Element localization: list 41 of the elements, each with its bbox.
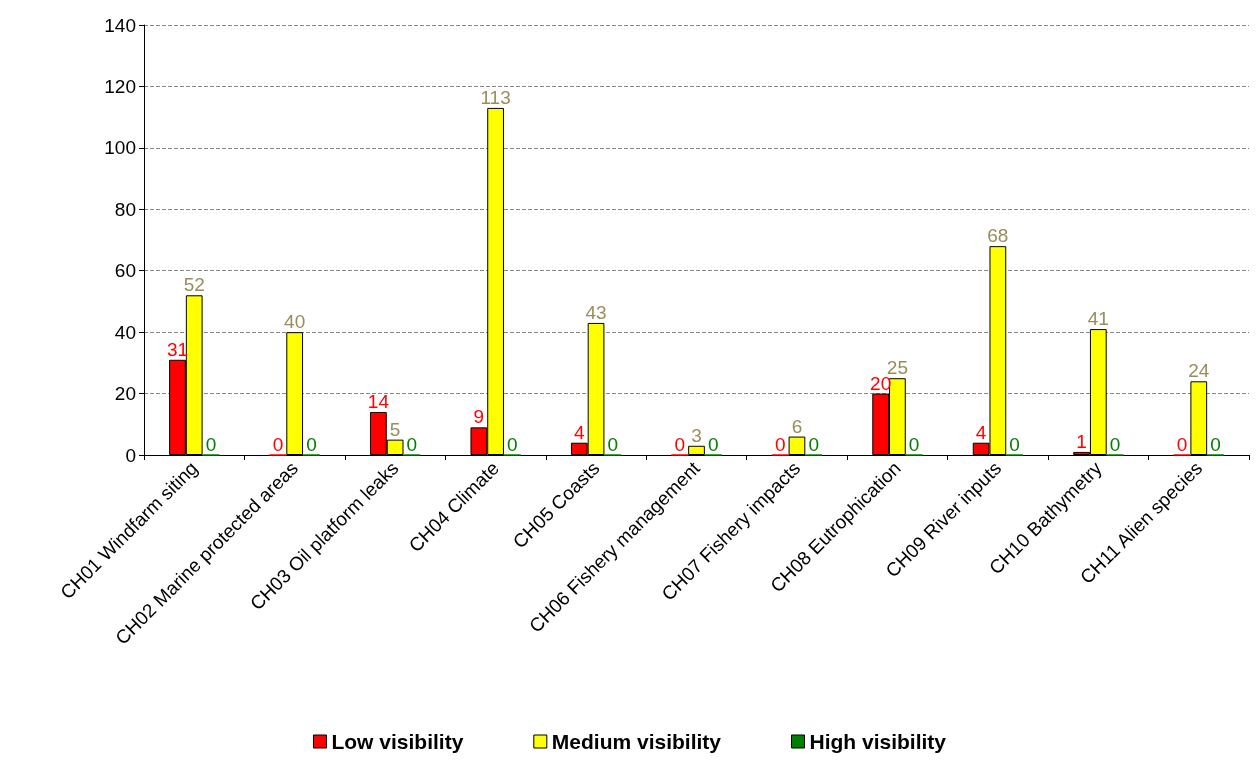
y-tick-label: 60 xyxy=(114,260,136,282)
data-label: 68 xyxy=(987,225,1009,247)
data-label: 0 xyxy=(507,433,518,455)
data-label: 0 xyxy=(707,433,719,455)
data-label: 5 xyxy=(389,418,401,440)
data-label: 0 xyxy=(808,433,819,455)
y-tick-label: 100 xyxy=(104,137,136,159)
data-label: 24 xyxy=(1188,360,1210,382)
y-tick-label: 140 xyxy=(104,14,136,36)
data-label: 6 xyxy=(791,415,803,437)
data-label: 0 xyxy=(908,433,920,455)
data-label: 0 xyxy=(205,433,217,455)
data-label: 0 xyxy=(1009,433,1020,455)
y-tick-label: 80 xyxy=(114,198,136,220)
data-label: 4 xyxy=(975,421,987,443)
data-label: 0 xyxy=(306,433,317,455)
y-tick-label: 40 xyxy=(114,321,136,343)
data-label: 0 xyxy=(607,433,619,455)
data-label: 0 xyxy=(272,433,284,455)
legend-label: Medium visibility xyxy=(551,730,722,753)
y-tick-label: 0 xyxy=(125,444,136,466)
legend-label: High visibility xyxy=(809,730,947,753)
y-tick-label: 120 xyxy=(104,75,136,97)
data-label: 14 xyxy=(367,391,390,412)
data-label: 9 xyxy=(473,406,485,428)
data-label: 41 xyxy=(1087,308,1109,330)
data-label: 0 xyxy=(1210,433,1221,455)
data-label: 0 xyxy=(774,433,786,455)
data-label: 113 xyxy=(480,86,511,108)
data-label: 40 xyxy=(284,311,306,333)
data-label: 0 xyxy=(674,433,686,455)
y-tick-label: 20 xyxy=(114,383,136,405)
legend-label: Low visibility xyxy=(331,730,464,753)
data-label: 1 xyxy=(1076,430,1087,452)
data-label: 0 xyxy=(406,433,418,455)
data-label: 3 xyxy=(691,424,702,446)
data-label: 43 xyxy=(585,301,607,323)
data-label: 0 xyxy=(1109,433,1121,455)
data-label: 0 xyxy=(1176,433,1188,455)
data-label: 4 xyxy=(574,421,586,443)
data-label: 52 xyxy=(183,274,205,296)
